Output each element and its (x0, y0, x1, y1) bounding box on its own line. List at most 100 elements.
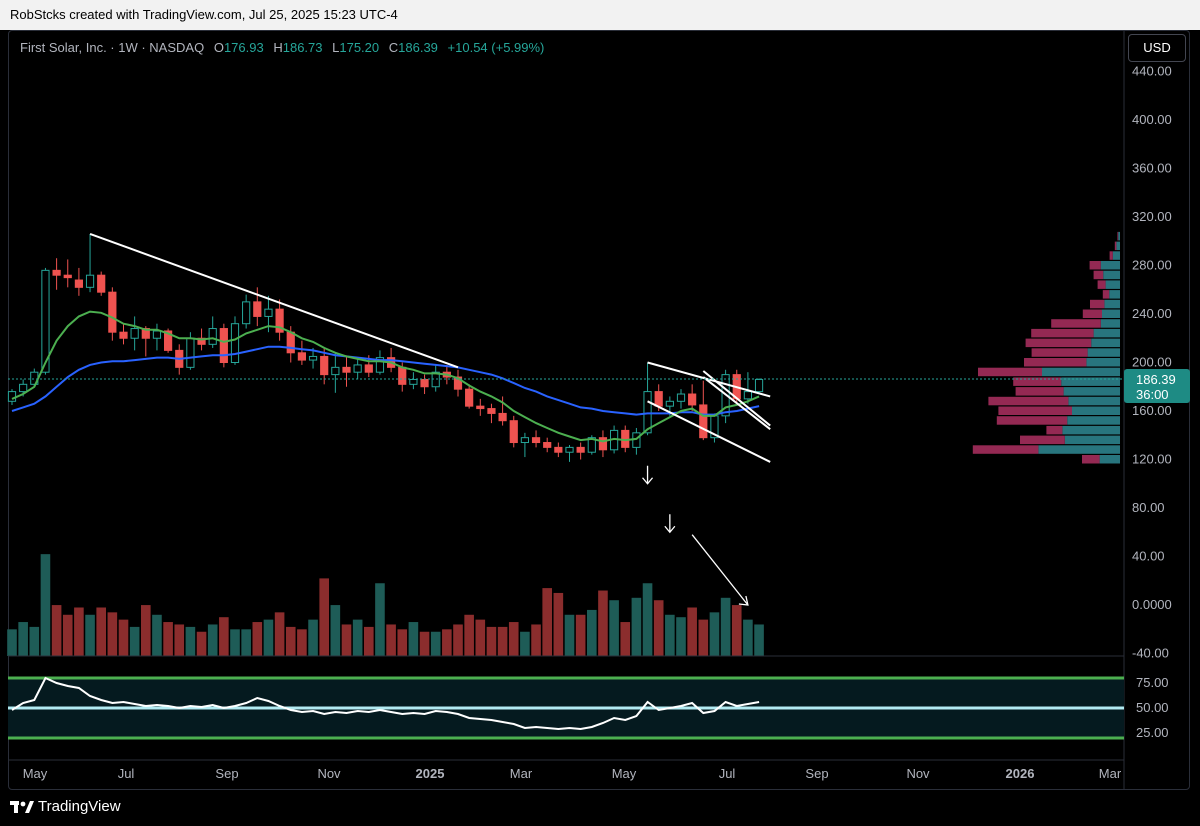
price-tick-label: 200.00 (1132, 355, 1172, 370)
currency-button[interactable]: USD (1128, 34, 1186, 62)
candle-down (286, 331, 295, 354)
candle-down (141, 328, 150, 339)
open-value: 176.93 (223, 40, 264, 55)
candle-up (520, 437, 529, 444)
volume-bar (285, 626, 296, 656)
time-tick-label: 2025 (416, 766, 445, 781)
volume-bar (464, 614, 474, 656)
volume-bar (107, 612, 118, 656)
volume-bar (141, 605, 151, 656)
volume-bar (453, 624, 463, 656)
price-tick-label: 120.00 (1132, 452, 1172, 467)
volume-bar (430, 631, 441, 656)
candle-down (476, 405, 485, 410)
volume-bar (642, 583, 653, 656)
profile-bar-up (1062, 425, 1120, 435)
price-tick-label: 160.00 (1132, 403, 1172, 418)
candle-down (108, 291, 117, 333)
time-tick-label: Mar (1099, 766, 1122, 781)
profile-bar-down (1046, 425, 1063, 435)
candle-up (85, 274, 95, 288)
volume-bar (564, 614, 575, 656)
volume-bar (709, 612, 720, 656)
candle-down (74, 279, 84, 288)
price-axis[interactable]: 440.00 400.00 360.00 320.00 280.00 240.00 200.… (1132, 64, 1172, 661)
attribution-text: RobStcks created with TradingView.com, J… (10, 7, 398, 22)
volume-bar (397, 629, 408, 656)
candle-down (320, 355, 329, 376)
volume-bar (598, 590, 608, 656)
profile-bar-down (1102, 290, 1110, 299)
volume-bar (174, 624, 185, 656)
candlestick-series (7, 233, 764, 462)
candle-down (509, 420, 518, 444)
candle-down (465, 388, 474, 407)
profile-bar-down (1015, 387, 1064, 396)
profile-bar-up (1093, 328, 1120, 338)
volume-bar (40, 554, 51, 656)
candle-up (375, 357, 385, 373)
price-chart[interactable]: 75.00 50.00 25.00 440.00 400.00 360.00 320.00… (0, 0, 1200, 790)
trendlines[interactable] (89, 233, 771, 463)
price-tick-label: 320.00 (1132, 209, 1172, 224)
candle-up (152, 330, 162, 339)
arrow-head (642, 477, 654, 485)
volume-bar (665, 614, 675, 656)
time-axis[interactable]: May Jul Sep Nov 2025 Mar May Jul Sep Nov 2026 Mar (23, 766, 1122, 781)
volume-bar (196, 631, 207, 656)
volume-bar (653, 600, 664, 656)
volume-bar (520, 631, 530, 656)
volume-bar (553, 592, 564, 656)
volume-bar (152, 614, 162, 656)
price-badge: 186.39 36:00 (1124, 369, 1190, 403)
time-tick-label: May (612, 766, 637, 781)
profile-bar-down (998, 406, 1072, 415)
time-tick-label: Jul (118, 766, 135, 781)
volume-bar (720, 597, 731, 656)
candle-down (52, 269, 61, 276)
volume-bar (620, 622, 631, 656)
profile-bar-down (1024, 358, 1087, 367)
profile-bar-down (988, 396, 1069, 406)
candle-down (576, 446, 585, 453)
volume-bar (29, 626, 40, 656)
profile-bar-up (1063, 387, 1120, 396)
arrow-head (738, 595, 749, 606)
profile-bar-up (1118, 231, 1120, 241)
price-tick-label: 40.00 (1132, 549, 1165, 564)
profile-bar-up (1109, 290, 1120, 299)
symbol-title: First Solar, Inc. · 1W · NASDAQ (20, 40, 205, 55)
volume-bar (743, 619, 753, 656)
close-label: C (388, 40, 399, 55)
price-tick-label: 80.00 (1132, 500, 1165, 515)
volume-bar (85, 614, 95, 656)
candle-up (331, 366, 340, 376)
candle-down (688, 393, 697, 406)
volume-bar (386, 624, 396, 656)
rsi-line (11, 676, 760, 731)
candle-up (186, 337, 195, 368)
trendline (702, 370, 771, 427)
candle-up (7, 391, 17, 402)
profile-bar-up (1100, 319, 1120, 328)
volume-bar (575, 614, 586, 656)
profile-bar-up (1086, 358, 1120, 367)
candle-up (665, 400, 674, 407)
profile-bar-down (1031, 348, 1088, 357)
profile-bar-down (1051, 319, 1101, 328)
candle-down (543, 442, 552, 448)
volume-bar (475, 619, 486, 656)
price-tick-label: 280.00 (1132, 258, 1172, 273)
attribution-bar: RobStcks created with TradingView.com, J… (0, 0, 1200, 30)
candle-down (164, 330, 173, 351)
volume-bar (163, 622, 173, 656)
profile-bar-down (1020, 435, 1065, 445)
volume-bar (375, 583, 385, 656)
volume-bar (18, 622, 28, 656)
volume-histogram (7, 554, 764, 656)
symbol-legend[interactable]: First Solar, Inc. · 1W · NASDAQ O176.93 … (20, 40, 544, 55)
candle-up (208, 328, 217, 345)
time-tick-label: Sep (805, 766, 828, 781)
volume-bar (542, 588, 552, 656)
profile-bar-down (972, 445, 1039, 454)
